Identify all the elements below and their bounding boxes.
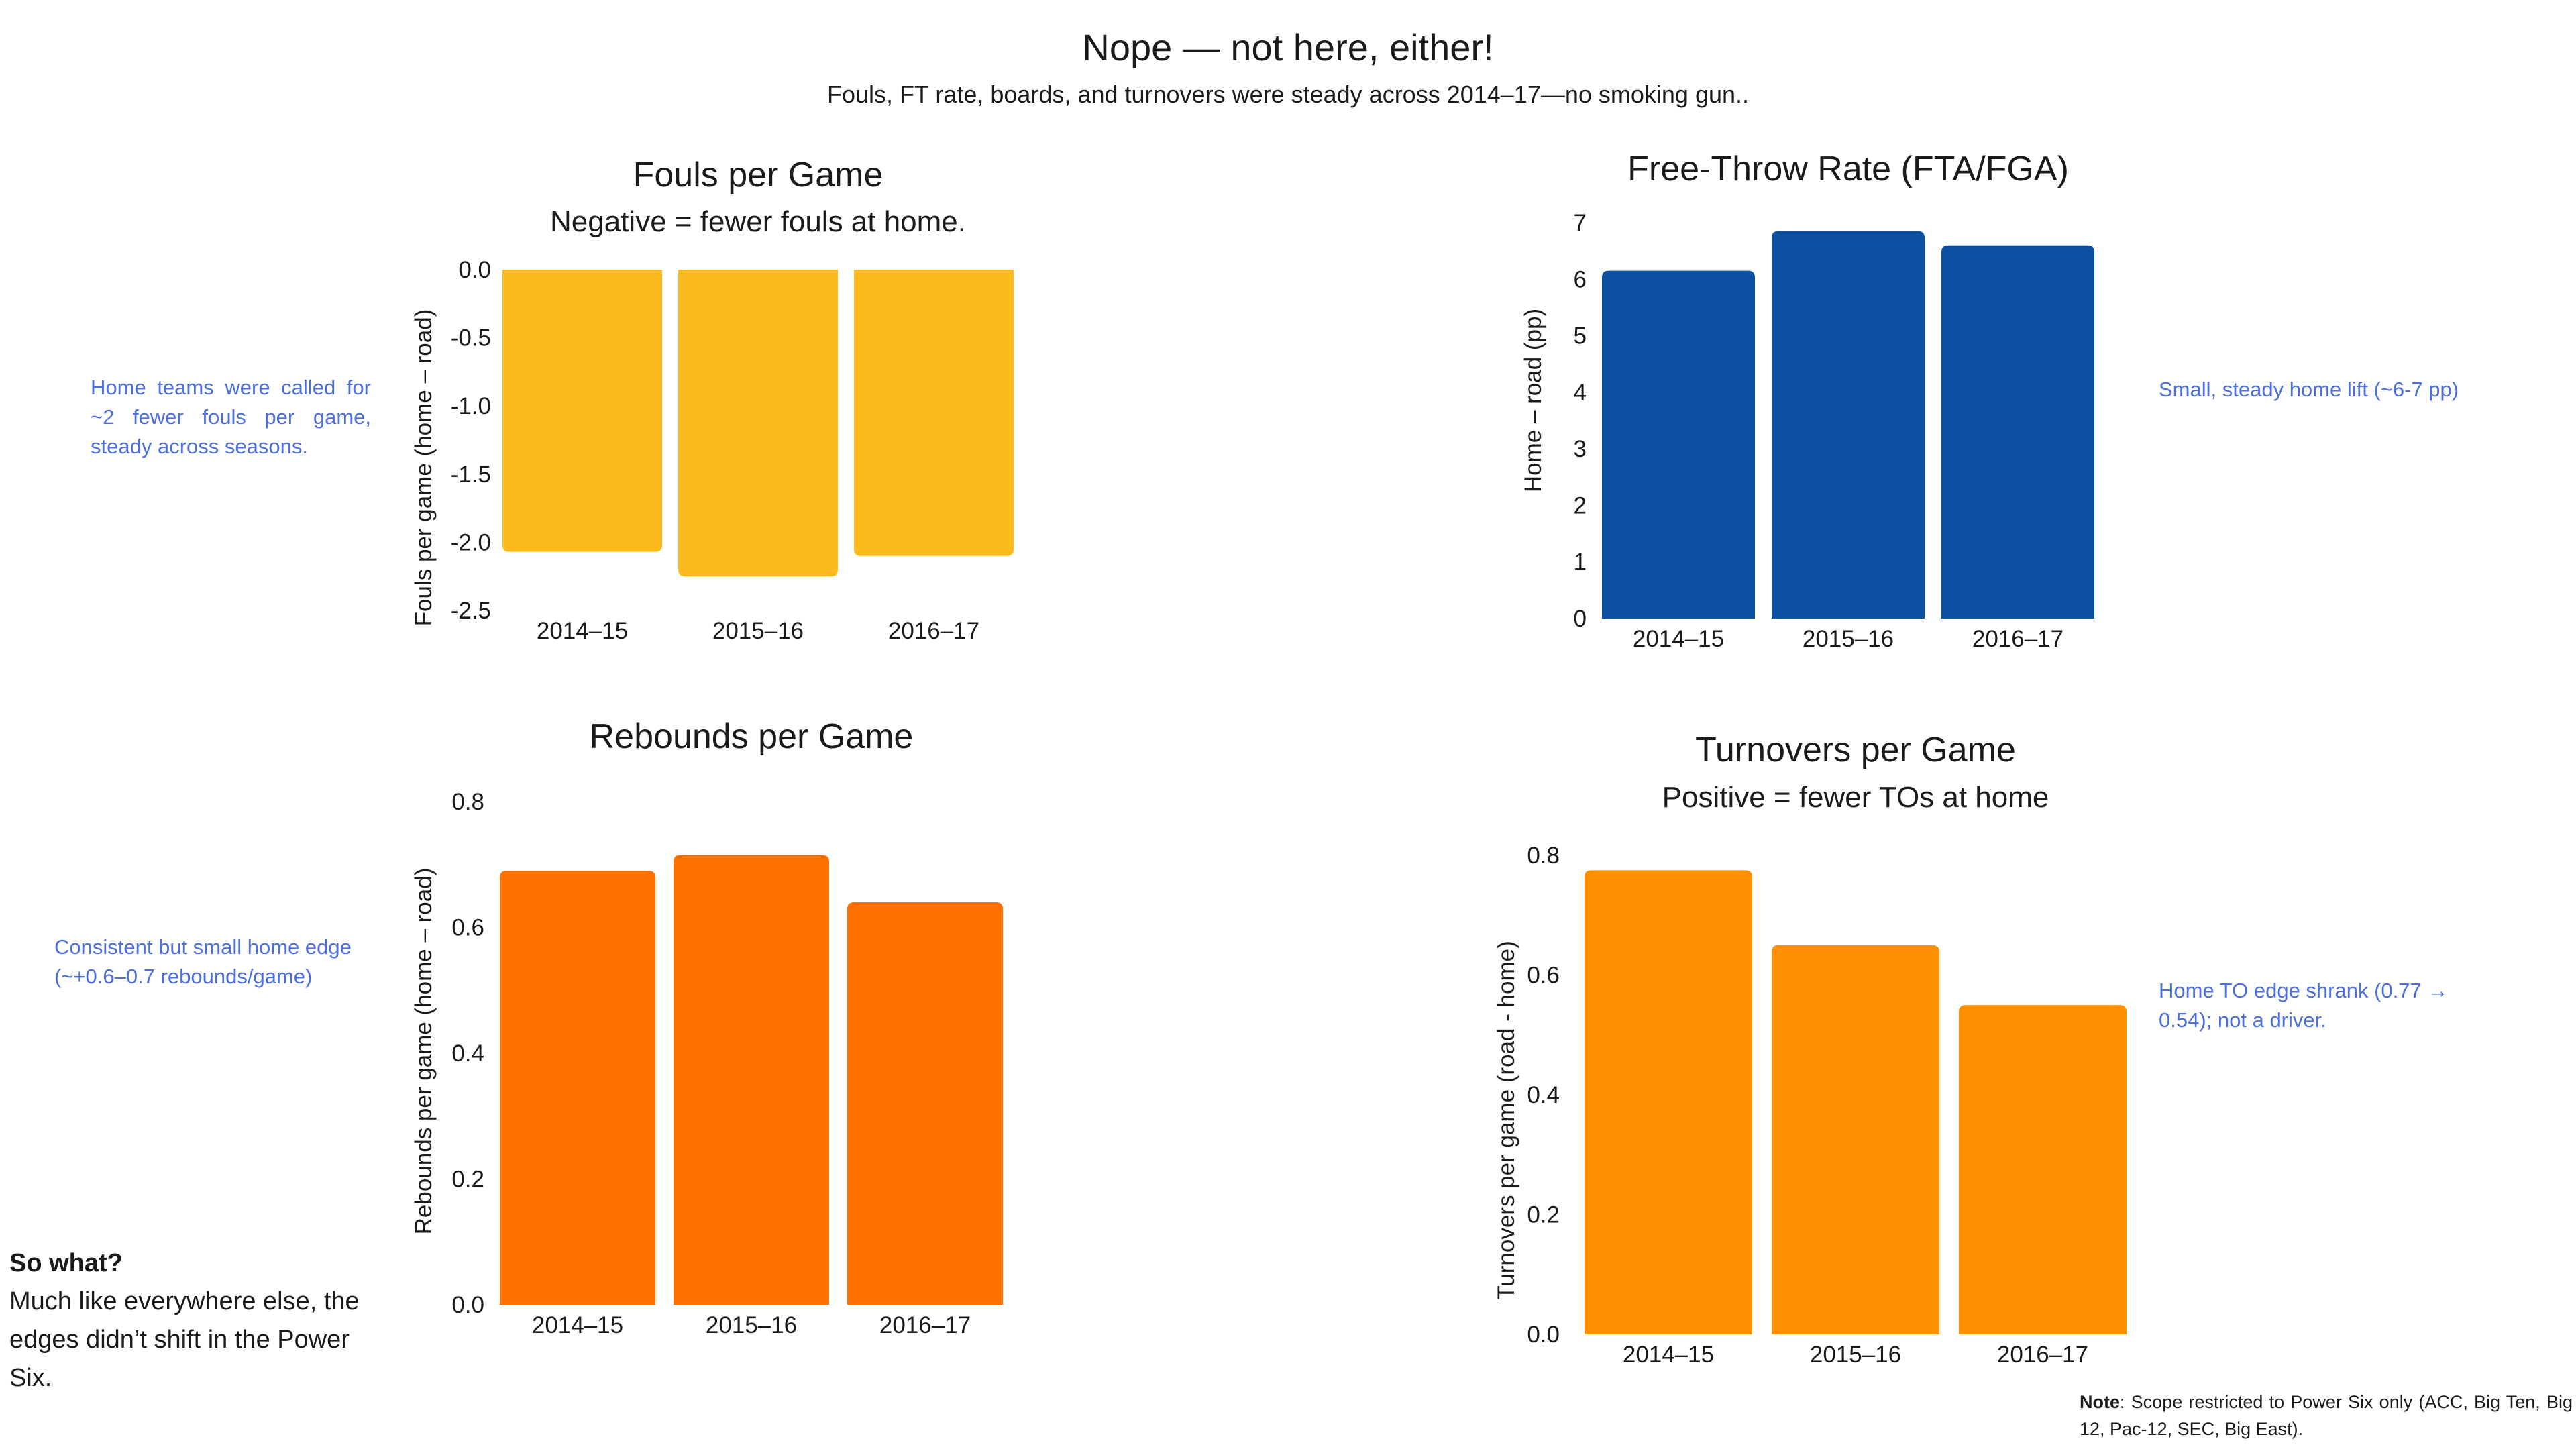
turnovers-bars	[1585, 870, 2127, 1334]
ft-rate-chart-title: Free-Throw Rate (FTA/FGA)	[1627, 150, 2069, 189]
turnovers-y-ticks: 0.0 0.2 0.4 0.6 0.8	[1527, 843, 1560, 1348]
rebounds-y-tick-label: 0.8	[451, 789, 484, 815]
turnovers-x-tick-label: 2016–17	[1997, 1342, 2088, 1368]
turnovers-y-tick-label: 0.4	[1527, 1082, 1560, 1108]
fouls-bar-1	[502, 270, 662, 552]
ft-rate-y-tick-label: 5	[1574, 323, 1587, 350]
ft-rate-annotation: Small, steady home lift (~6-7 pp)	[2159, 378, 2459, 401]
fouls-y-tick-label: -1.0	[451, 393, 491, 419]
footnote-text: : Scope restricted to Power Six only (AC…	[2080, 1392, 2573, 1439]
fouls-x-tick-label: 2016–17	[888, 618, 979, 644]
fouls-x-tick-label: 2014–15	[537, 618, 628, 644]
rebounds-x-tick-label: 2015–16	[706, 1312, 797, 1338]
fouls-y-axis-label: Fouls per game (home – road)	[411, 309, 437, 627]
fouls-y-tick-label: -2.5	[451, 598, 491, 624]
rebounds-bar-1	[500, 871, 655, 1305]
rebounds-bar-3	[847, 902, 1003, 1305]
fouls-bar-2	[678, 270, 838, 577]
fouls-y-ticks: 0.0 -0.5 -1.0 -1.5 -2.0 -2.5	[451, 257, 491, 624]
ft-rate-y-tick-label: 0	[1574, 606, 1587, 632]
rebounds-chart: Rebounds per Game Rebounds per game (hom…	[411, 718, 1003, 1338]
ft-rate-y-tick-label: 2	[1574, 492, 1587, 519]
fouls-chart-subtitle: Negative = fewer fouls at home.	[550, 205, 966, 238]
turnovers-chart-title: Turnovers per Game	[1695, 731, 2016, 769]
turnovers-chart-subtitle: Positive = fewer TOs at home	[1662, 781, 2049, 814]
rebounds-x-ticks: 2014–15 2015–16 2016–17	[532, 1312, 971, 1338]
fouls-y-tick-label: -1.5	[451, 462, 491, 488]
turnovers-y-tick-label: 0.0	[1527, 1322, 1560, 1348]
fouls-x-ticks: 2014–15 2015–16 2016–17	[537, 618, 979, 644]
so-what-heading: So what?	[9, 1249, 123, 1277]
ft-rate-y-tick-label: 7	[1574, 210, 1587, 236]
rebounds-chart-title: Rebounds per Game	[590, 718, 914, 756]
ft-rate-x-ticks: 2014–15 2015–16 2016–17	[1633, 626, 2063, 652]
turnovers-bar-1	[1585, 870, 1752, 1334]
rebounds-x-tick-label: 2016–17	[879, 1312, 971, 1338]
turnovers-y-tick-label: 0.2	[1527, 1202, 1560, 1228]
turnovers-x-tick-label: 2014–15	[1623, 1342, 1714, 1368]
footnote-label: Note	[2080, 1392, 2120, 1412]
fouls-chart-title: Fouls per Game	[633, 156, 883, 195]
turnovers-bar-2	[1772, 945, 1939, 1334]
ft-rate-x-tick-label: 2015–16	[1803, 626, 1894, 652]
ft-rate-y-tick-label: 4	[1574, 380, 1587, 406]
fouls-annotation: Home teams were called for ~2 fewer foul…	[91, 376, 371, 458]
fouls-bar-3	[854, 270, 1014, 556]
fouls-y-tick-label: -2.0	[451, 529, 491, 555]
ft-rate-x-tick-label: 2016–17	[1972, 626, 2063, 652]
scope-footnote: Note: Scope restricted to Power Six only…	[2080, 1389, 2573, 1442]
rebounds-y-ticks: 0.0 0.2 0.4 0.6 0.8	[451, 789, 484, 1318]
turnovers-annotation: Home TO edge shrank (0.77 → 0.54); not a…	[2159, 979, 2449, 1032]
rebounds-annotation: Consistent but small home edge (~+0.6–0.…	[54, 935, 352, 988]
turnovers-chart: Turnovers per Game Positive = fewer TOs …	[1493, 731, 2127, 1368]
ft-rate-y-tick-label: 3	[1574, 436, 1587, 462]
rebounds-y-tick-label: 0.4	[451, 1040, 484, 1067]
ft-rate-bars	[1602, 231, 2094, 619]
turnovers-x-ticks: 2014–15 2015–16 2016–17	[1623, 1342, 2088, 1368]
ft-rate-y-tick-label: 6	[1574, 266, 1587, 292]
turnovers-x-tick-label: 2015–16	[1810, 1342, 1901, 1368]
ft-rate-chart: Free-Throw Rate (FTA/FGA) Home – road (p…	[1520, 150, 2094, 652]
ft-rate-y-tick-label: 1	[1574, 549, 1587, 576]
rebounds-y-tick-label: 0.2	[451, 1167, 484, 1193]
turnovers-y-tick-label: 0.6	[1527, 963, 1560, 989]
ft-rate-bar-3	[1941, 245, 2094, 619]
ft-rate-y-ticks: 0 1 2 3 4 5 6 7	[1574, 210, 1587, 632]
turnovers-y-tick-label: 0.8	[1527, 843, 1560, 869]
ft-rate-y-axis-label: Home – road (pp)	[1520, 309, 1546, 492]
ft-rate-bar-1	[1602, 270, 1755, 619]
turnovers-bar-3	[1959, 1005, 2127, 1334]
rebounds-bar-2	[674, 855, 829, 1305]
ft-rate-x-tick-label: 2014–15	[1633, 626, 1724, 652]
fouls-chart: Fouls per Game Negative = fewer fouls at…	[411, 156, 1014, 644]
page-title: Nope — not here, either!	[1082, 26, 1494, 68]
fouls-y-tick-label: -0.5	[451, 325, 491, 352]
so-what-block: So what? Much like everywhere else, the …	[9, 1244, 385, 1397]
rebounds-y-axis-label: Rebounds per game (home – road)	[411, 868, 437, 1235]
rebounds-y-tick-label: 0.0	[451, 1292, 484, 1318]
turnovers-y-axis-label: Turnovers per game (road - home)	[1493, 941, 1519, 1300]
so-what-body: Much like everywhere else, the edges did…	[9, 1287, 360, 1392]
rebounds-bars	[500, 855, 1003, 1305]
fouls-x-tick-label: 2015–16	[712, 618, 804, 644]
ft-rate-bar-2	[1772, 231, 1925, 619]
rebounds-y-tick-label: 0.6	[451, 915, 484, 941]
fouls-bars	[502, 270, 1014, 577]
rebounds-x-tick-label: 2014–15	[532, 1312, 623, 1338]
fouls-y-tick-label: 0.0	[458, 257, 491, 283]
page-subtitle: Fouls, FT rate, boards, and turnovers we…	[826, 80, 1750, 108]
